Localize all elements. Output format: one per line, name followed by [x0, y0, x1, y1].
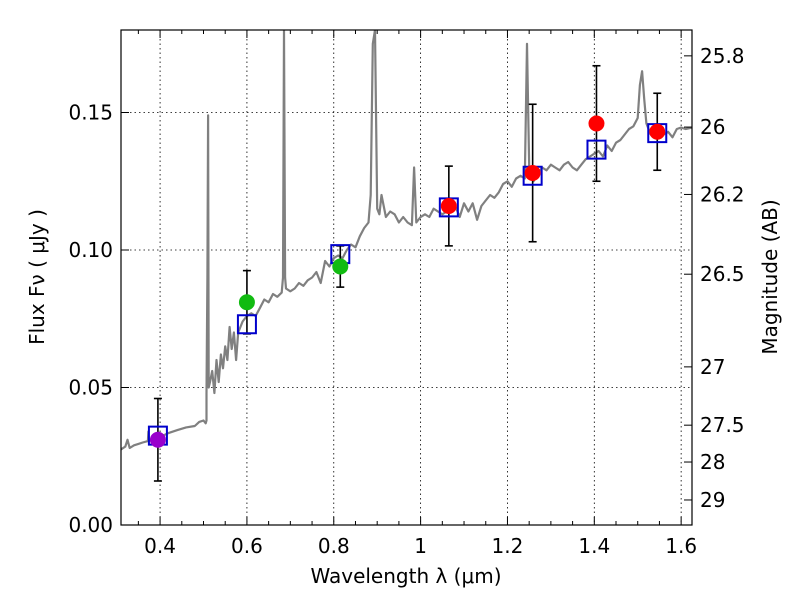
observed-circle-marker: [332, 258, 349, 275]
x-tick-label: 1.6: [665, 534, 697, 558]
x-tick-label: 0.6: [231, 534, 263, 558]
y-tick-label: 0.00: [68, 513, 113, 537]
observed-circle-marker: [524, 165, 541, 181]
axis-ticks: [121, 30, 692, 526]
model-spectrum-line: [121, 30, 692, 451]
model-photometry-markers: [147, 123, 668, 446]
y2-tick-label: 27.5: [700, 413, 745, 437]
observed-circle-marker: [238, 294, 255, 311]
y2-axis-label: Magnitude (AB): [758, 199, 782, 354]
x-axis-label: Wavelength λ (μm): [310, 564, 501, 588]
plot-frame: [120, 29, 693, 526]
y2-tick-label: 27: [700, 355, 725, 379]
x-tick-label: 1.4: [578, 534, 610, 558]
observed-circle-marker: [649, 123, 666, 140]
x-tick-label: 0.4: [144, 534, 176, 558]
model-square-marker: [236, 314, 257, 335]
model-square-marker: [586, 139, 607, 160]
y2-tick-label: 26.5: [700, 262, 745, 286]
observed-circle-marker: [149, 431, 166, 448]
y2-tick-label: 28: [700, 450, 725, 474]
y2-tick-label: 29: [700, 488, 725, 512]
y2-tick-label: 26: [700, 115, 725, 139]
y-axis-label: Flux Fν ( μJy ): [25, 209, 49, 345]
x-tick-label: 1.2: [492, 534, 524, 558]
observed-photometry-markers: [149, 115, 666, 448]
y-tick-label: 0.10: [68, 238, 113, 262]
y-tick-label: 0.05: [68, 376, 113, 400]
observed-circle-marker: [588, 115, 605, 132]
x-tick-label: 0.8: [318, 534, 350, 558]
observed-circle-marker: [440, 198, 457, 214]
error-bars: [153, 64, 662, 482]
y2-tick-label: 26.2: [700, 182, 745, 206]
x-tick-label: 1: [414, 534, 427, 558]
y2-tick-label: 25.8: [700, 44, 745, 68]
y-tick-label: 0.15: [68, 101, 113, 125]
